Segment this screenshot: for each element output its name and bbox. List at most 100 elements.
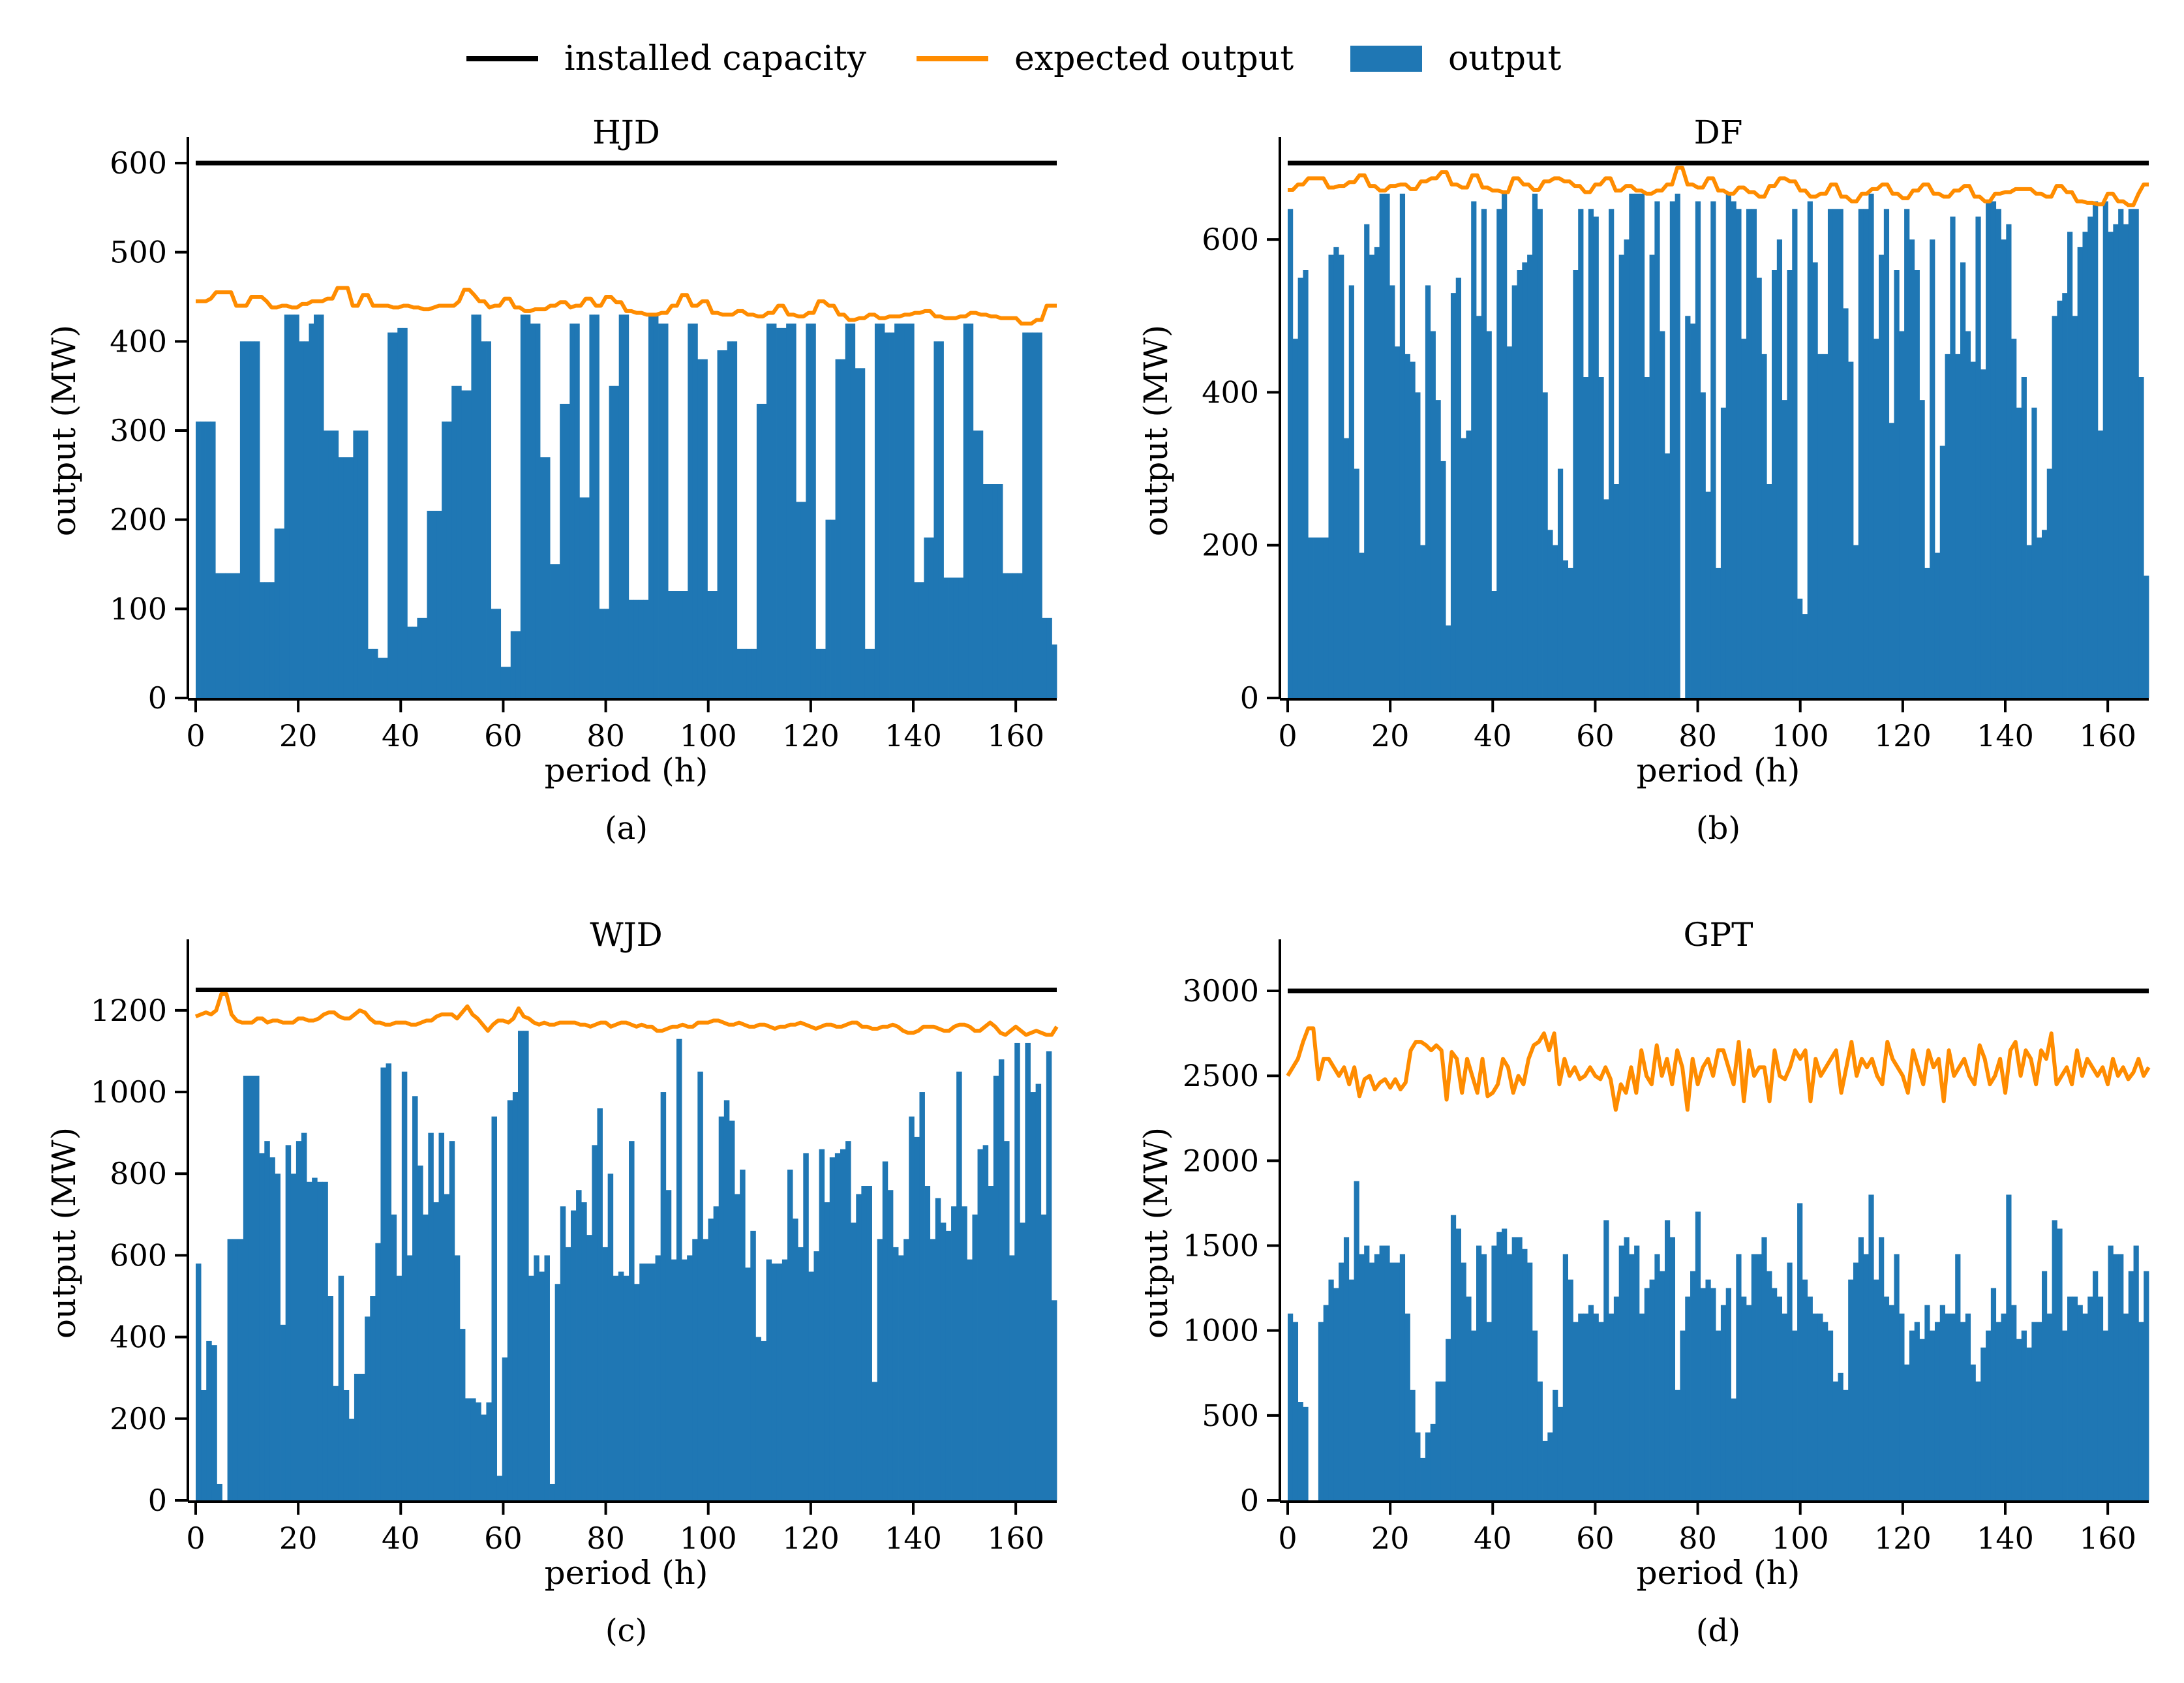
output-bar <box>1450 1215 1457 1500</box>
chart-title: WJD <box>590 916 663 954</box>
output-bar <box>1848 361 1854 698</box>
output-bar <box>1052 644 1057 698</box>
output-bar <box>771 324 777 698</box>
y-tick-label: 500 <box>1202 1398 1259 1433</box>
output-bar <box>465 1398 471 1500</box>
output-bar <box>803 1153 809 1500</box>
output-bar <box>2021 1330 2027 1500</box>
output-bar <box>491 609 496 698</box>
output-bar <box>629 1141 635 1500</box>
x-tick-label: 20 <box>279 1521 318 1556</box>
output-bar <box>530 324 536 698</box>
output-bar <box>1537 1381 1543 1500</box>
output-bar <box>982 1145 989 1500</box>
output-bar <box>1027 332 1033 698</box>
subfigure-caption: (a) <box>605 810 648 847</box>
x-tick-label: 40 <box>1474 718 1512 753</box>
output-bar <box>274 528 280 698</box>
output-bar <box>412 1096 418 1500</box>
output-bar <box>1832 209 1838 698</box>
y-tick-label: 1000 <box>1183 1313 1259 1348</box>
output-bar <box>454 1255 461 1500</box>
output-bar <box>243 1076 249 1500</box>
output-bar <box>444 1194 450 1500</box>
output-bar <box>1420 545 1426 698</box>
x-tick-label: 80 <box>586 1521 625 1556</box>
subfigure-caption: (c) <box>605 1613 647 1649</box>
output-bar <box>1012 573 1018 698</box>
output-bar <box>1369 254 1375 698</box>
output-bar <box>301 1132 307 1500</box>
x-tick-label: 140 <box>885 1521 942 1556</box>
x-tick-label: 60 <box>484 718 523 753</box>
output-bar <box>1343 1237 1350 1500</box>
x-tick-label: 60 <box>1576 1521 1615 1556</box>
output-bar <box>1440 1381 1446 1500</box>
output-bar <box>1481 1254 1487 1500</box>
output-bar <box>1613 1296 1620 1500</box>
output-bar <box>365 1316 371 1500</box>
output-bar <box>977 1149 984 1500</box>
output-bar <box>1649 254 1655 698</box>
output-bar <box>899 324 905 698</box>
output-bar <box>417 618 423 698</box>
output-bar <box>697 1071 703 1500</box>
output-bar <box>574 324 580 698</box>
output-bar <box>2067 232 2073 698</box>
output-bar <box>348 1418 355 1500</box>
output-bar <box>1945 354 1950 698</box>
output-bar <box>1751 1254 1757 1500</box>
output-bar <box>2072 1296 2078 1500</box>
output-bar <box>442 421 447 698</box>
output-bar <box>357 431 363 698</box>
output-bar <box>2077 1305 2083 1500</box>
output-bar <box>225 573 231 698</box>
output-bar <box>1725 1288 1731 1500</box>
output-bar <box>1761 354 1767 698</box>
output-bar <box>1588 1305 1594 1500</box>
output-bar <box>1843 1389 1849 1500</box>
output-bar <box>1934 1322 1941 1500</box>
output-bar <box>2046 1313 2052 1500</box>
output-bar <box>264 1141 270 1500</box>
output-bar <box>343 457 349 698</box>
output-bar <box>2113 224 2119 698</box>
output-bar <box>639 1263 645 1500</box>
output-bar <box>449 1141 455 1500</box>
x-tick-label: 100 <box>1772 718 1829 753</box>
output-bar <box>732 341 738 698</box>
x-tick-label: 140 <box>885 718 942 753</box>
x-tick-label: 0 <box>186 1521 205 1556</box>
output-bar <box>500 667 506 698</box>
output-bar <box>1333 247 1339 698</box>
output-bar <box>570 1210 577 1500</box>
output-bar <box>953 577 959 698</box>
output-bar <box>988 484 993 698</box>
output-bar <box>1425 285 1431 698</box>
output-bar <box>2093 201 2099 698</box>
x-tick-label: 0 <box>1278 1521 1297 1556</box>
output-bar <box>1496 209 1502 698</box>
output-bar <box>1527 1262 1533 1500</box>
output-bar <box>1527 254 1533 698</box>
y-tick-label: 3000 <box>1183 973 1259 1008</box>
output-bar <box>2001 239 2007 698</box>
output-bar <box>217 1483 222 1500</box>
output-bar <box>735 1194 740 1500</box>
x-tick-label: 0 <box>1278 718 1297 753</box>
x-tick-label: 40 <box>1474 1521 1512 1556</box>
output-bar <box>1522 262 1528 698</box>
legend-swatch-installed-capacity <box>466 56 538 61</box>
output-bar <box>1486 1322 1492 1500</box>
output-bar <box>1578 209 1584 698</box>
output-bar <box>327 1296 333 1500</box>
output-bar <box>1685 316 1691 698</box>
output-bar <box>1547 1432 1553 1500</box>
output-bar <box>215 573 221 698</box>
output-bar <box>1547 530 1553 698</box>
output-bar <box>1832 1381 1838 1500</box>
y-tick-label: 200 <box>110 1401 167 1436</box>
output-bar <box>829 1157 836 1500</box>
output-bar <box>909 324 915 698</box>
output-bar <box>982 484 988 698</box>
